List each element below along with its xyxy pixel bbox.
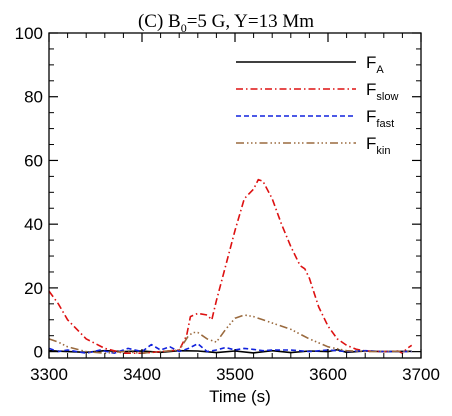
series-line-kin xyxy=(48,314,412,355)
plot-area xyxy=(48,178,413,355)
chart-title-subscript: 0 xyxy=(181,21,187,35)
x-axis: 3300 3400 3500 3600 3700 xyxy=(30,33,440,384)
legend-label-kin: Fkin xyxy=(366,134,390,157)
x-tick-label: 3400 xyxy=(123,365,161,384)
x-axis-label: Time (s) xyxy=(209,387,271,406)
legend-label-a: FA xyxy=(366,53,384,76)
y-axis: 0 20 40 60 80 100 xyxy=(15,24,421,362)
y-tick-label: 40 xyxy=(24,215,43,234)
y-tick-label: 80 xyxy=(24,88,43,107)
legend-label-subscript: A xyxy=(376,64,384,76)
x-tick-label: 3700 xyxy=(402,365,440,384)
legend-label-fast: Ffast xyxy=(366,107,394,130)
legend-label-main: F xyxy=(366,80,376,99)
legend-label-subscript: kin xyxy=(376,145,390,157)
legend-label-main: F xyxy=(366,107,376,126)
x-tick-label: 3300 xyxy=(30,365,68,384)
x-tick-label: 3500 xyxy=(216,365,254,384)
x-tick-label: 3600 xyxy=(309,365,347,384)
legend-label-subscript: fast xyxy=(376,118,394,130)
legend-label-main: F xyxy=(366,53,376,72)
chart-title-main: (C) B xyxy=(138,11,181,32)
y-tick-label: 20 xyxy=(24,279,43,298)
chart-title-rest: =5 G, Y=13 Mm xyxy=(187,11,315,32)
chart-title: (C) B0=5 G, Y=13 Mm xyxy=(138,11,314,35)
legend-label-slow: Fslow xyxy=(366,80,398,103)
y-tick-label: 0 xyxy=(34,343,43,362)
legend-label-subscript: slow xyxy=(376,91,398,103)
series-line-fast xyxy=(48,342,412,355)
series-line-slow xyxy=(48,178,413,355)
legend-label-main: F xyxy=(366,134,376,153)
y-tick-label: 60 xyxy=(24,151,43,170)
y-tick-label: 100 xyxy=(15,24,43,43)
